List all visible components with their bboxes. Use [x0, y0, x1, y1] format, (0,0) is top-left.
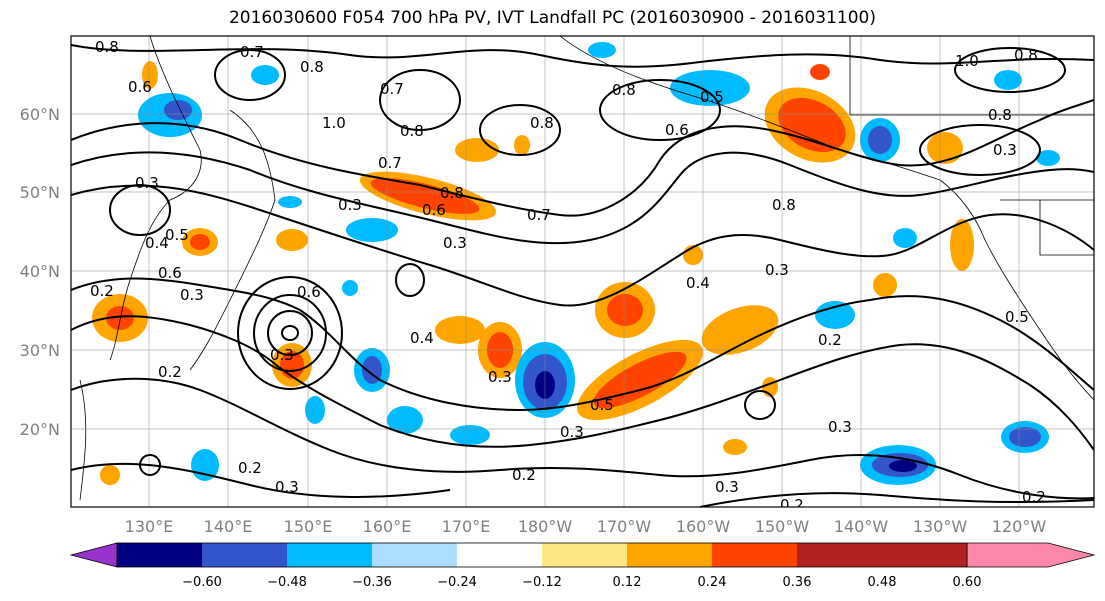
- longitude-labels: 130°E 140°E 150°E 160°E 170°E 180°W 170°…: [125, 517, 1047, 536]
- lon-label: 160°W: [676, 517, 731, 536]
- contour-label: 0.7: [378, 154, 402, 172]
- lat-label: 30°N: [20, 341, 60, 360]
- contour-label: 0.5: [700, 88, 724, 106]
- lon-label: 180°W: [518, 517, 573, 536]
- contour-label: 0.3: [488, 368, 512, 386]
- contour-label: 0.6: [665, 121, 689, 139]
- contour-label: 0.5: [590, 396, 614, 414]
- colorbar-tick-label: 0.12: [613, 575, 642, 590]
- lon-label: 170°W: [597, 517, 652, 536]
- colorbar-tick-label: −0.36: [352, 575, 392, 590]
- map-frame: [70, 35, 1095, 508]
- contour-label: 0.8: [300, 58, 324, 76]
- lat-label: 20°N: [20, 420, 60, 439]
- contour-label: 0.3: [338, 196, 362, 214]
- contour-label: 0.4: [686, 274, 710, 292]
- latitude-labels: 60°N 50°N 40°N 30°N 20°N: [20, 105, 60, 439]
- contour-label: 0.4: [145, 234, 169, 252]
- colorbar-segment: [712, 543, 797, 567]
- lat-label: 40°N: [20, 262, 60, 281]
- colorbar-segment: [797, 543, 882, 567]
- contour-label: 0.2: [238, 459, 262, 477]
- contour-label: 0.6: [128, 78, 152, 96]
- gridlines: [71, 36, 1094, 507]
- contour-label: 0.3: [560, 423, 584, 441]
- colorbar-tick-label: 0.24: [698, 575, 727, 590]
- contour-label: 0.5: [1005, 308, 1029, 326]
- contour-label: 0.3: [828, 418, 852, 436]
- contour-labels: 0.8 0.7 0.8 0.6 1.0 0.7 0.8 0.8 0.8 0.5 …: [90, 38, 1046, 514]
- colorbar-tick-label: −0.48: [267, 575, 307, 590]
- colorbar-tick-label: −0.12: [522, 575, 562, 590]
- colorbar-segment: [287, 543, 372, 567]
- contour-label: 0.3: [270, 346, 294, 364]
- contour-label: 0.8: [440, 184, 464, 202]
- contour-label: 0.3: [993, 141, 1017, 159]
- contour-label: 0.7: [527, 206, 551, 224]
- colorbar-tick-label: −0.24: [437, 575, 477, 590]
- contour-label: 0.4: [410, 329, 434, 347]
- contour-label: 0.2: [158, 363, 182, 381]
- colorbar-segment: [372, 543, 457, 567]
- contour-label: 0.6: [422, 201, 446, 219]
- contour-label: 0.3: [275, 478, 299, 496]
- contour-label: 0.7: [380, 80, 404, 98]
- lon-label: 120°W: [992, 517, 1047, 536]
- colorbar-segment: [542, 543, 627, 567]
- coastlines: [79, 36, 1094, 501]
- colorbar: −0.60 −0.48 −0.36 −0.24 −0.12 0.12 0.24 …: [69, 542, 1096, 590]
- contour-label: 0.8: [95, 38, 119, 56]
- contour-label: 0.2: [512, 466, 536, 484]
- colorbar-tick-label: 0.36: [783, 575, 812, 590]
- ivt-contours: [71, 44, 1094, 507]
- lat-label: 50°N: [20, 183, 60, 202]
- lon-label: 130°W: [913, 517, 968, 536]
- map-title: 2016030600 F054 700 hPa PV, IVT Landfall…: [228, 8, 876, 28]
- colorbar-tick-label: 0.60: [953, 575, 982, 590]
- colorbar-right-extension: [966, 542, 1096, 568]
- lon-label: 130°E: [125, 517, 174, 536]
- contour-label: 0.2: [1022, 488, 1046, 506]
- contour-label: 0.5: [165, 226, 189, 244]
- lon-label: 160°E: [363, 517, 412, 536]
- contour-label: 0.2: [818, 331, 842, 349]
- contour-label: 0.2: [780, 496, 804, 514]
- lon-label: 140°E: [204, 517, 253, 536]
- contour-label: 0.8: [400, 122, 424, 140]
- contour-label: 0.3: [180, 286, 204, 304]
- contour-label: 0.8: [988, 106, 1012, 124]
- lon-label: 150°W: [755, 517, 810, 536]
- map-background: [71, 36, 1094, 507]
- contour-label: 0.3: [443, 234, 467, 252]
- colorbar-tick-label: −0.60: [182, 575, 222, 590]
- colorbar-segment: [882, 543, 967, 567]
- contour-label: 1.0: [955, 52, 979, 70]
- contour-label: 0.8: [612, 81, 636, 99]
- pv-anomaly-fills: [92, 42, 1060, 485]
- colorbar-segment: [627, 543, 712, 567]
- contour-label: 0.7: [240, 43, 264, 61]
- contour-label: 0.6: [297, 283, 321, 301]
- contour-label: 0.2: [90, 282, 114, 300]
- colorbar-tick-label: 0.48: [868, 575, 897, 590]
- colorbar-outline: [116, 542, 968, 568]
- contour-label: 0.3: [715, 478, 739, 496]
- contour-label: 1.0: [322, 114, 346, 132]
- colorbar-segment: [457, 543, 542, 567]
- contour-label: 0.3: [135, 174, 159, 192]
- colorbar-segment: [202, 543, 287, 567]
- contour-label: 0.6: [158, 264, 182, 282]
- contour-label: 0.3: [765, 261, 789, 279]
- lon-label: 140°W: [834, 517, 889, 536]
- colorbar-segment: [117, 543, 202, 567]
- colorbar-left-extension: [69, 542, 118, 568]
- lat-label: 60°N: [20, 105, 60, 124]
- lon-label: 150°E: [284, 517, 333, 536]
- contour-label: 0.8: [1014, 46, 1038, 64]
- contour-label: 0.8: [530, 114, 554, 132]
- lon-label: 170°E: [442, 517, 491, 536]
- contour-label: 0.8: [772, 196, 796, 214]
